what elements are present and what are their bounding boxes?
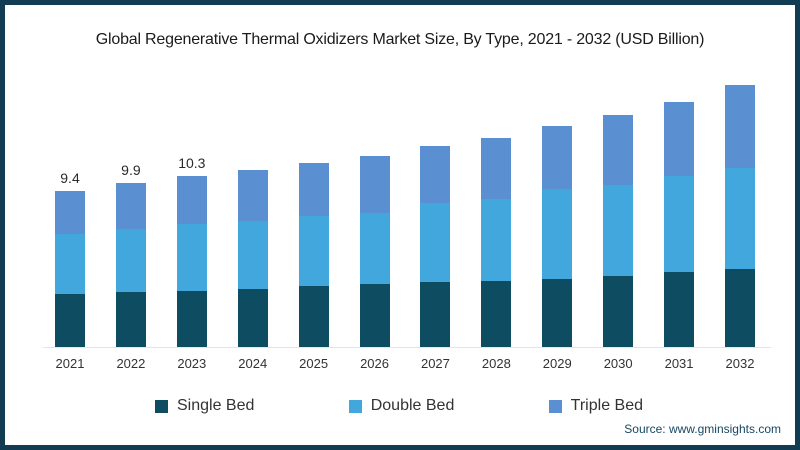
bar-segment-triple-bed (481, 137, 512, 200)
source-text: Source: www.gminsights.com (624, 422, 781, 436)
bar-group-2022: 9.9 2022 (115, 65, 146, 371)
bar-group-2027: 2027 (420, 65, 451, 371)
bar-segment-single-bed (420, 282, 451, 347)
bar-segment-triple-bed (359, 156, 390, 213)
bar-group-2024: 2024 (237, 65, 268, 371)
bar-segment-double-bed (542, 189, 573, 279)
x-axis-label-2023: 2023 (177, 356, 207, 371)
bar-total-label: 10.3 (178, 155, 206, 172)
bar-segment-triple-bed (664, 101, 695, 177)
bar-group-2025: 2025 (298, 65, 329, 371)
legend-swatch-triple-bed (548, 399, 562, 413)
bar-segment-double-bed (724, 167, 755, 269)
x-axis-label-2027: 2027 (420, 356, 450, 371)
bar-segment-double-bed (603, 184, 634, 276)
bar-segment-single-bed (237, 288, 268, 347)
x-axis-label-2025: 2025 (299, 356, 329, 371)
bar-group-2023: 10.3 2023 (176, 65, 207, 371)
bar-group-2028: 2028 (481, 65, 512, 371)
bar-segment-single-bed (603, 275, 634, 347)
bar-segment-single-bed (481, 280, 512, 347)
bar-segment-single-bed (55, 293, 85, 347)
bar-group-2032: 2032 (724, 65, 755, 371)
x-axis-label-2021: 2021 (55, 356, 85, 371)
bar-segment-triple-bed (298, 162, 329, 216)
bar-segment-triple-bed (176, 176, 207, 225)
bar-segment-triple-bed (542, 126, 573, 190)
bar-segment-single-bed (359, 284, 390, 347)
legend-label: Single Bed (177, 397, 255, 414)
bar-group-2026: 2026 (359, 65, 390, 371)
bar-segment-triple-bed (115, 182, 146, 230)
legend-label: Double Bed (370, 397, 455, 414)
bar-segment-single-bed (542, 279, 573, 347)
bar-total-label: 9.4 (60, 170, 80, 187)
x-axis-label-2030: 2030 (603, 356, 633, 371)
bar-segment-double-bed (359, 212, 390, 284)
bar-group-2021: 9.4 2021 (55, 65, 85, 371)
x-axis-label-2028: 2028 (481, 356, 511, 371)
x-axis-label-2031: 2031 (664, 356, 694, 371)
bar-group-2030: 2030 (603, 65, 634, 371)
bar-segment-single-bed (724, 269, 755, 347)
bar-group-2029: 2029 (542, 65, 573, 371)
bar-segment-triple-bed (237, 169, 268, 221)
bar-segment-triple-bed (603, 114, 634, 185)
legend-item-double-bed: Double Bed (348, 397, 455, 415)
bar-segment-single-bed (176, 290, 207, 347)
legend: Single Bed Double Bed Triple Bed (155, 397, 643, 415)
legend-swatch-double-bed (348, 399, 362, 413)
bar-segment-single-bed (115, 292, 146, 347)
bar-segment-double-bed (55, 234, 85, 294)
chart-title: Global Regenerative Thermal Oxidizers Ma… (95, 31, 705, 48)
bar-segment-double-bed (420, 202, 451, 283)
bar-total-label: 9.9 (121, 161, 141, 178)
legend-label: Triple Bed (570, 397, 643, 414)
x-axis-label-2022: 2022 (116, 356, 146, 371)
bar-segment-double-bed (664, 176, 695, 273)
bar-segment-double-bed (115, 229, 146, 293)
bar-segment-double-bed (237, 220, 268, 289)
bar-segment-triple-bed (420, 146, 451, 203)
bar-segment-double-bed (298, 215, 329, 286)
legend-item-single-bed: Single Bed (155, 397, 254, 415)
bar-segment-double-bed (176, 224, 207, 291)
x-axis-label-2024: 2024 (238, 356, 268, 371)
bar-segment-single-bed (298, 285, 329, 347)
legend-item-triple-bed: Triple Bed (548, 397, 643, 415)
bar-segment-double-bed (481, 199, 512, 281)
x-axis-label-2026: 2026 (360, 356, 389, 371)
x-axis-label-2032: 2032 (725, 356, 755, 371)
bar-segment-triple-bed (724, 84, 755, 168)
legend-swatch-single-bed (155, 399, 168, 413)
bar-segment-single-bed (664, 272, 695, 347)
bar-segment-triple-bed (55, 191, 85, 235)
x-axis-line (43, 347, 771, 348)
x-axis-label-2029: 2029 (542, 356, 572, 371)
bar-group-2031: 2031 (664, 65, 695, 371)
plot-area: 9.4 2021 9.9 2022 10.3 2023 2024 2025 2026 2027 20… (43, 65, 771, 371)
